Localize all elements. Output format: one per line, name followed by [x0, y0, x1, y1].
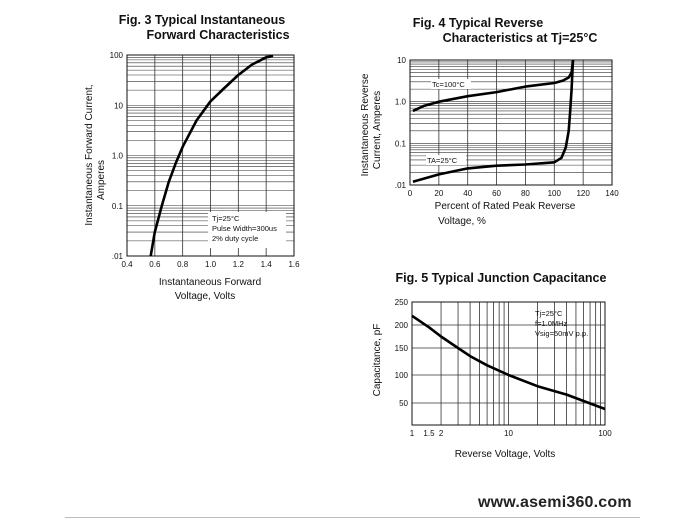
chart-annotation: 2% duty cycle [212, 234, 258, 243]
fig3-title-2: Forward Characteristics [146, 28, 289, 42]
fig5-xlabel: Reverse Voltage, Volts [455, 449, 556, 460]
x-tick-label: 140 [605, 189, 619, 198]
y-tick-label: 150 [395, 344, 409, 353]
x-tick-label: 0.6 [149, 260, 161, 269]
y-tick-label: 250 [395, 298, 409, 307]
x-tick-label: 0.4 [121, 260, 133, 269]
y-tick-label: 0.1 [395, 139, 407, 148]
fig3-ylabel-1: Instantaneous Forward Current, [84, 84, 95, 225]
series-label-bg [426, 155, 466, 165]
x-tick-label: 20 [434, 189, 443, 198]
x-tick-label: 1.6 [288, 260, 300, 269]
fig5-title: Fig. 5 Typical Junction Capacitance [396, 271, 607, 285]
x-tick-label: 0.8 [177, 260, 189, 269]
plot-frame [126, 54, 295, 257]
series-line-1 [411, 314, 606, 411]
y-tick-label: 10 [114, 101, 123, 110]
series-line-1 [149, 54, 274, 257]
y-tick-label: 1.0 [395, 98, 407, 107]
x-tick-label: 100 [598, 429, 612, 438]
x-tick-label: 120 [576, 189, 590, 198]
series-label-bg [431, 79, 471, 89]
fig4-ylabel-2: Current, Amperes [372, 91, 383, 169]
plot-frame [409, 59, 613, 186]
y-tick-label: 100 [395, 371, 409, 380]
fig4-reverse-characteristics: Fig. 4 Typical Reverse Characteristics a… [360, 16, 619, 227]
series-line-1 [412, 59, 575, 113]
series-line-2 [412, 59, 575, 183]
chart-annotation: Tj=25°C [212, 214, 240, 223]
x-tick-label: 1.0 [205, 260, 217, 269]
fig4-title-2: Characteristics at Tj=25°C [443, 31, 598, 45]
fig4-title-1: Fig. 4 Typical Reverse [413, 16, 543, 30]
x-tick-label: 40 [463, 189, 472, 198]
x-tick-label: 1.2 [233, 260, 245, 269]
fig4-xlabel-1: Percent of Rated Peak Reverse [435, 201, 576, 212]
x-tick-label: 2 [439, 429, 444, 438]
fig4-ylabel-1: Instantaneous Reverse [360, 73, 371, 176]
footer-divider [65, 517, 640, 518]
fig3-ylabel-2: Amperes [96, 160, 107, 200]
series-label: Tc=100°C [432, 80, 465, 89]
y-tick-label: 50 [399, 399, 408, 408]
x-tick-label: 1.4 [261, 260, 273, 269]
x-tick-label: 80 [521, 189, 530, 198]
series-label: TA=25°C [427, 156, 458, 165]
fig4-xlabel-2: Voltage, % [438, 216, 486, 227]
fig3-title-1: Fig. 3 Typical Instantaneous [119, 13, 286, 27]
chart-annotation: Pulse Width=300us [212, 224, 277, 233]
plot-frame [411, 301, 606, 426]
x-tick-label: 1.5 [423, 429, 435, 438]
chart-annotation: f=1.0MHz [535, 319, 568, 328]
y-tick-label: 1.0 [112, 152, 124, 161]
fig5-junction-capacitance: Fig. 5 Typical Junction Capacitance Reve… [372, 271, 612, 460]
x-tick-label: 100 [548, 189, 562, 198]
fig3-xlabel-1: Instantaneous Forward [159, 277, 261, 288]
y-tick-label: 0.1 [112, 202, 124, 211]
x-tick-label: 0 [408, 189, 413, 198]
x-tick-label: 1 [410, 429, 415, 438]
x-tick-label: 60 [492, 189, 501, 198]
website-footer[interactable]: www.asemi360.com [478, 494, 632, 511]
y-tick-label: .01 [112, 252, 124, 261]
y-tick-label: 200 [395, 321, 409, 330]
fig3-xlabel-2: Voltage, Volts [175, 291, 236, 302]
annotation-box [208, 212, 286, 248]
x-tick-label: 10 [504, 429, 513, 438]
chart-annotation: Tj=25°C [535, 309, 563, 318]
y-tick-label: 100 [110, 51, 124, 60]
fig5-ylabel: Capacitance, pF [372, 324, 383, 397]
y-tick-label: .01 [395, 181, 407, 190]
chart-annotation: Vsig=50mV p.p. [535, 329, 588, 338]
fig-grid [411, 301, 606, 425]
fig3-forward-characteristics: Fig. 3 Typical Instantaneous Forward Cha… [84, 13, 300, 302]
y-tick-label: 10 [397, 56, 406, 65]
